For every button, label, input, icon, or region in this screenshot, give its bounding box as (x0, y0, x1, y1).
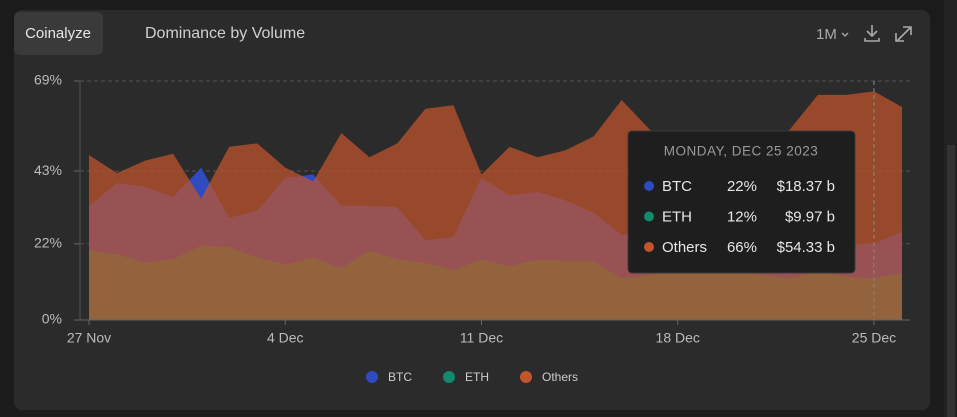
tooltip-amount: $18.37 b (777, 178, 835, 195)
chart-title: Dominance by Volume (145, 25, 305, 42)
tooltip-amount: $54.33 b (777, 239, 835, 256)
brand: Coinalyze (25, 25, 91, 42)
tooltip-amount: $9.97 b (785, 208, 835, 225)
x-tick-label: 27 Nov (67, 330, 111, 346)
legend-swatch (366, 371, 378, 383)
tooltip-share: 12% (727, 208, 757, 225)
tooltip-name: BTC (662, 178, 692, 195)
x-tick-label: 11 Dec (460, 330, 503, 346)
tooltip-title: MONDAY, DEC 25 2023 (664, 144, 819, 159)
tooltip-swatch (644, 211, 654, 222)
tooltip-share: 22% (727, 178, 757, 195)
brand-tab[interactable] (14, 12, 103, 55)
x-tick-label: 25 Dec (852, 330, 896, 346)
y-tick-label: 69% (34, 72, 62, 88)
expand-icon[interactable] (895, 26, 912, 42)
legend-label: ETH (465, 370, 489, 384)
tooltip-name: Others (662, 239, 707, 256)
download-icon[interactable] (864, 25, 880, 42)
legend-label: Others (542, 370, 578, 384)
tooltip-share: 66% (727, 239, 757, 256)
tooltip-name: ETH (662, 208, 692, 225)
x-tick-label: 4 Dec (267, 330, 304, 346)
tooltip-swatch (644, 181, 654, 191)
period-button[interactable]: 1M (816, 26, 837, 43)
legend-swatch (443, 371, 455, 383)
x-tick-label: 18 Dec (656, 330, 700, 346)
tooltip-swatch (644, 242, 654, 252)
legend-swatch (520, 371, 532, 383)
legend-label: BTC (388, 370, 412, 384)
tooltip: MONDAY, DEC 25 2023 BTC 22% $18.37 b ETH 12% $… (627, 130, 856, 274)
y-tick-label: 43% (34, 162, 62, 178)
scrollbar-thumb[interactable] (947, 145, 955, 417)
dropdown-arrow (841, 32, 849, 37)
y-tick-label: 0% (42, 311, 62, 327)
y-tick-label: 22% (34, 235, 62, 251)
tooltip-box (627, 130, 856, 274)
